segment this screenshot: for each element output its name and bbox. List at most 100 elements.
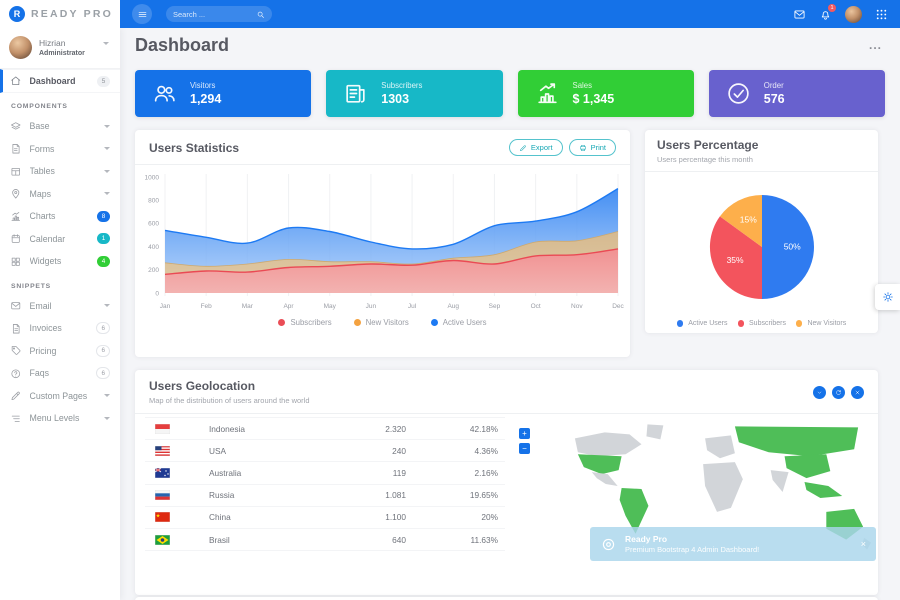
- svg-text:400: 400: [148, 244, 159, 251]
- sidebar: Hizrian Administrator Dashboard 5 COMPON…: [0, 28, 120, 600]
- flag-usa-icon: [155, 445, 171, 456]
- check-circle-icon: [726, 81, 751, 106]
- card-title: Users Geolocation: [149, 379, 256, 393]
- svg-text:Sep: Sep: [489, 303, 501, 310]
- print-button[interactable]: Print: [568, 139, 616, 156]
- users-statistics-area-chart: 0 200 400 600 800 1000 Jan Feb Mar Apr May Jun Jul Au…: [145, 174, 624, 310]
- search-box[interactable]: [166, 6, 272, 22]
- refresh-card-button[interactable]: [832, 385, 845, 399]
- page-actions-menu-button[interactable]: ...: [868, 38, 882, 52]
- user-avatar[interactable]: [845, 5, 862, 23]
- country-name: China: [209, 512, 231, 523]
- search-input[interactable]: [173, 9, 256, 19]
- export-button[interactable]: Export: [508, 139, 563, 156]
- collapse-card-button[interactable]: [813, 385, 826, 399]
- table-row: Brasil 640 11.63%: [145, 529, 505, 552]
- map-region-canada[interactable]: [574, 432, 642, 457]
- close-card-button[interactable]: [851, 385, 864, 399]
- flag-indonesia-icon: [155, 423, 171, 434]
- table-row: China 1.100 20%: [145, 507, 505, 529]
- sidebar-item-pricing[interactable]: Pricing 6: [0, 340, 120, 363]
- sidebar-item-charts[interactable]: Charts 8: [0, 205, 120, 228]
- edit-icon: [10, 390, 22, 402]
- sidebar-item-email[interactable]: Email: [0, 295, 120, 318]
- sidebar-item-faqs[interactable]: Faqs 6: [0, 362, 120, 385]
- gear-icon: [881, 290, 895, 304]
- sidebar-item-forms[interactable]: Forms: [0, 138, 120, 161]
- legend-label: Active Users: [442, 318, 487, 327]
- geolocation-table: Indonesia 2.320 42.18% USA 240 4.36% Aus…: [145, 417, 505, 552]
- svg-text:Jul: Jul: [408, 303, 417, 310]
- notifications-button[interactable]: 1: [819, 3, 836, 21]
- sidebar-item-maps[interactable]: Maps: [0, 183, 120, 206]
- toast-close-button[interactable]: ×: [860, 539, 866, 549]
- sidebar-item-label: Calendar: [29, 233, 66, 244]
- apps-grid-icon[interactable]: [875, 8, 888, 21]
- country-name: Indonesia: [209, 423, 245, 434]
- map-zoom-in-button[interactable]: +: [519, 428, 530, 439]
- users-count: 1.081: [385, 490, 406, 501]
- brand-logo[interactable]: R READY PRO: [0, 0, 120, 28]
- stat-card-order: Order 576: [708, 70, 885, 117]
- map-region-indonesia[interactable]: [804, 482, 843, 498]
- sidebar-item-base[interactable]: Base: [0, 115, 120, 138]
- map-region-europe[interactable]: [705, 435, 735, 459]
- sidebar-item-widgets[interactable]: Widgets 4: [0, 250, 120, 273]
- stat-value: $ 1,345: [572, 92, 615, 106]
- chevron-down-icon: [104, 169, 110, 173]
- legend-dot: [795, 320, 803, 327]
- levels-icon: [10, 413, 22, 425]
- search-icon[interactable]: [256, 10, 265, 19]
- count-badge: 1: [97, 233, 110, 245]
- stat-card-subscribers: Subscribers 1303: [326, 70, 503, 117]
- map-region-brasil[interactable]: [619, 488, 649, 534]
- svg-text:35%: 35%: [726, 255, 743, 265]
- svg-text:Nov: Nov: [571, 303, 583, 310]
- map-region-greenland[interactable]: [646, 424, 664, 440]
- map-region-mexico[interactable]: [591, 472, 618, 487]
- map-region-india[interactable]: [770, 470, 789, 492]
- country-name: Australia: [209, 467, 242, 478]
- tag-icon: [10, 345, 22, 357]
- map-region-africa[interactable]: [703, 462, 743, 512]
- sidebar-item-calendar[interactable]: Calendar 1: [0, 228, 120, 251]
- messages-icon[interactable]: [793, 8, 806, 21]
- count-badge: 6: [96, 367, 110, 380]
- sidebar-section-components: COMPONENTS: [11, 103, 68, 110]
- legend-item-active-users: Active Users: [676, 320, 728, 327]
- users-percentage-pie-chart: 50% 35% 15%: [709, 194, 814, 300]
- count-badge: 8: [97, 210, 110, 222]
- sidebar-item-label: Maps: [29, 188, 52, 199]
- pencil-icon: [519, 144, 527, 152]
- svg-text:600: 600: [148, 221, 159, 228]
- users-percent: 4.36%: [474, 445, 498, 456]
- map-region-russia[interactable]: [734, 426, 859, 457]
- users-percentage-card: Users Percentage Users percentage this m…: [645, 130, 878, 333]
- svg-text:Jan: Jan: [160, 303, 171, 310]
- theme-settings-button[interactable]: [875, 284, 900, 310]
- hamburger-menu-button[interactable]: [132, 4, 152, 24]
- hamburger-icon: [137, 9, 148, 20]
- sidebar-item-menu-levels[interactable]: Menu Levels: [0, 407, 120, 430]
- sidebar-item-dashboard[interactable]: Dashboard 5: [0, 69, 120, 93]
- table-icon: [10, 166, 22, 178]
- user-role: Administrator: [39, 50, 85, 57]
- legend-item-active-users: Active Users: [430, 318, 487, 327]
- stat-cards-row: Visitors 1,294 Subscribers 1303 Sales $ …: [135, 70, 885, 117]
- users-percent: 20%: [481, 512, 498, 523]
- users-geolocation-card: Users Geolocation Map of the distributio…: [135, 370, 878, 595]
- svg-text:1000: 1000: [145, 174, 160, 181]
- svg-text:800: 800: [148, 198, 159, 205]
- map-zoom-out-button[interactable]: −: [519, 443, 530, 454]
- sidebar-item-invoices[interactable]: Invoices 6: [0, 317, 120, 340]
- toast-title: Ready Pro: [625, 534, 668, 544]
- count-badge: 6: [96, 344, 110, 357]
- sidebar-item-custom-pages[interactable]: Custom Pages: [0, 385, 120, 408]
- sidebar-item-label: Dashboard: [29, 76, 76, 86]
- sidebar-user-profile[interactable]: Hizrian Administrator: [0, 28, 120, 69]
- users-icon: [152, 81, 177, 106]
- map-region-usa[interactable]: [577, 454, 622, 475]
- sidebar-item-tables[interactable]: Tables: [0, 160, 120, 183]
- sidebar-item-label: Faqs: [29, 368, 50, 379]
- map-region-china[interactable]: [784, 454, 831, 479]
